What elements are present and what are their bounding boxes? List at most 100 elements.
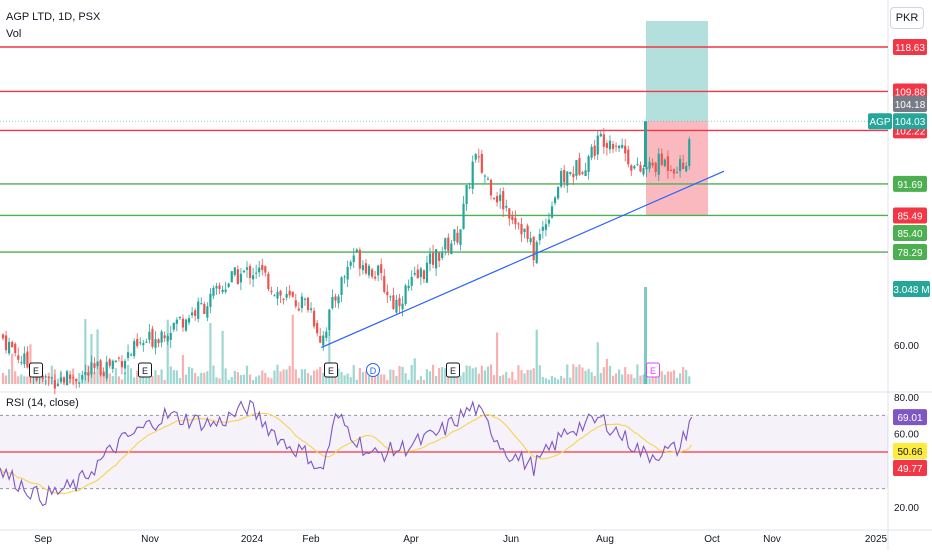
volume-bar <box>480 365 483 384</box>
volume-bar <box>672 370 676 384</box>
level-price-badge-label: 102.22 <box>895 126 926 137</box>
volume-bar <box>486 366 490 384</box>
volume-bar <box>602 367 605 384</box>
time-tick: Nov <box>763 534 781 545</box>
volume-bar <box>483 370 486 384</box>
volume-bar <box>316 369 319 384</box>
volume-bar <box>633 378 636 384</box>
volume-bar <box>154 370 157 384</box>
candle-body <box>126 352 130 358</box>
volume-bar <box>120 379 124 384</box>
candle-body <box>303 298 307 300</box>
candle-body <box>386 291 389 296</box>
candle-body <box>273 295 276 297</box>
candle-body <box>679 159 682 172</box>
earnings-marker-label: E <box>650 366 656 376</box>
volume-bar <box>477 373 480 384</box>
volume-bar <box>492 374 496 384</box>
volume-bar <box>557 379 560 384</box>
volume-bar <box>102 373 105 384</box>
candle-body <box>489 179 493 196</box>
volume-bar <box>496 332 499 384</box>
rsi-value-badge <box>893 409 927 426</box>
candle-body <box>547 219 551 224</box>
volume-bar <box>261 370 264 384</box>
candle-body <box>206 306 209 318</box>
volume-bar <box>81 378 84 384</box>
volume-bar <box>377 369 380 384</box>
candle-body <box>172 322 175 330</box>
time-tick: Nov <box>141 534 159 545</box>
volume-bar <box>151 376 154 384</box>
candle-body <box>395 299 398 313</box>
candle-body <box>557 186 560 199</box>
volume-bar <box>398 365 401 384</box>
candle-body <box>642 168 645 175</box>
candle-body <box>236 269 239 284</box>
candle-body <box>383 276 386 292</box>
volume-bar <box>688 376 691 384</box>
candle-body <box>75 378 78 382</box>
volume-bar <box>267 377 270 384</box>
candle-body <box>108 359 111 366</box>
candle-body <box>666 156 669 171</box>
candle-body <box>337 296 340 304</box>
volume-bar <box>252 379 255 384</box>
candle-body <box>456 232 459 243</box>
level-price-badge <box>893 175 927 192</box>
candle-body <box>120 361 124 368</box>
currency-button[interactable]: PKR <box>890 7 924 29</box>
volume-bar <box>584 370 587 384</box>
volume-bar <box>636 364 639 384</box>
time-tick: 2025 <box>865 534 888 545</box>
candle-body <box>151 328 154 347</box>
volume-bar <box>255 376 258 384</box>
volume-bar <box>407 379 410 384</box>
stop-badge-label: 85.49 <box>897 211 922 222</box>
candle-body <box>474 154 477 160</box>
volume-bar <box>575 366 578 384</box>
candle-body <box>114 360 117 363</box>
candle-body <box>645 167 648 170</box>
candle-body <box>239 273 242 283</box>
volume-bar <box>514 379 517 384</box>
volume-bar <box>419 376 422 384</box>
dividend-marker <box>366 363 380 377</box>
candle-body <box>166 336 169 342</box>
candle-body-last <box>644 121 647 168</box>
volume-bar <box>425 369 429 384</box>
earnings-marker <box>646 362 660 378</box>
volume-bar <box>11 353 14 384</box>
candle-body <box>550 206 554 218</box>
volume-bar <box>62 376 66 384</box>
volume-bar <box>337 368 340 384</box>
time-tick: 2024 <box>241 534 264 545</box>
candle-body <box>502 190 505 210</box>
candle-body <box>261 264 264 270</box>
earnings-marker <box>324 362 338 378</box>
candle-body <box>334 296 337 301</box>
candle-body <box>462 203 465 229</box>
earnings-marker <box>29 362 43 378</box>
volume-bar <box>90 334 93 384</box>
volume-bar <box>20 374 23 384</box>
volume-bar <box>32 372 35 384</box>
candle-body <box>578 158 581 175</box>
volume-bar <box>599 372 602 384</box>
candle-body <box>352 255 355 263</box>
candle-body <box>496 196 499 203</box>
volume-bar <box>203 372 206 384</box>
time-tick: Apr <box>403 534 419 545</box>
candle-body <box>581 172 584 174</box>
candle-body <box>422 270 425 280</box>
volume-bar <box>431 364 435 384</box>
time-tick: Aug <box>596 534 614 545</box>
symbol-title: AGP LTD, 1D, PSX <box>6 11 101 23</box>
target-zone <box>646 21 708 122</box>
volume-bar <box>587 368 590 384</box>
candle-body <box>688 139 691 166</box>
candle-body <box>87 372 90 376</box>
candle-body <box>325 331 328 338</box>
